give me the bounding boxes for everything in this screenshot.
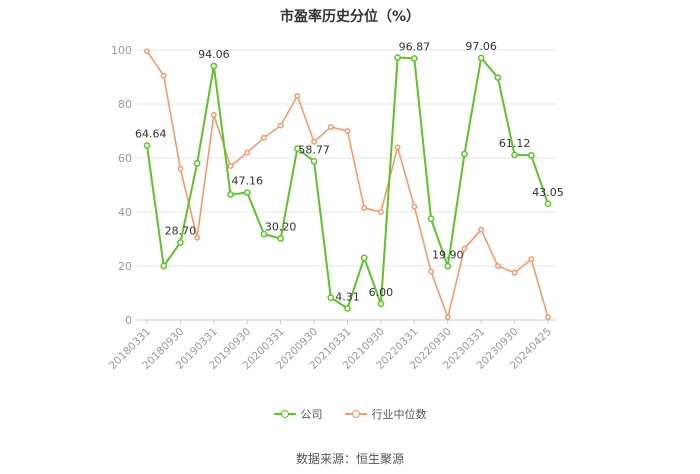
data-point-industry (261, 134, 267, 141)
y-tick-label: 80 (118, 98, 132, 111)
y-tick-label: 40 (118, 206, 132, 219)
axes: 0204060801002018033120180930201903312019… (107, 44, 556, 372)
y-tick-label: 60 (118, 152, 132, 165)
legend-item-company[interactable]: 公司 (273, 406, 323, 422)
data-label: 30.20 (265, 220, 297, 233)
data-point-company (477, 54, 485, 62)
data-point-industry (160, 72, 167, 79)
data-point-company (427, 215, 435, 223)
data-point-company (310, 157, 318, 165)
data-point-industry (545, 314, 551, 321)
y-tick-label: 100 (111, 44, 132, 57)
data-point-company (527, 151, 535, 159)
data-point-company (444, 262, 452, 270)
data-point-industry (144, 48, 150, 55)
data-point-company (327, 294, 335, 301)
data-label: 61.12 (499, 137, 531, 150)
legend: 公司 行业中位数 (0, 406, 700, 422)
series (143, 48, 552, 321)
data-point-company (410, 55, 418, 62)
data-point-industry (294, 92, 301, 99)
data-point-company (494, 74, 502, 81)
data-label: 4.31 (335, 290, 360, 303)
data-point-company (544, 200, 552, 208)
data-point-industry (361, 205, 368, 211)
data-point-industry (444, 314, 451, 321)
data-point-industry (528, 256, 535, 263)
data-point-industry (394, 144, 401, 151)
data-point-industry (511, 269, 518, 276)
data-point-company (210, 62, 218, 70)
data-point-industry (327, 124, 334, 130)
data-point-company (243, 189, 251, 197)
data-point-company (377, 300, 385, 308)
data-point-company (294, 145, 301, 152)
data-point-industry (344, 128, 351, 134)
chart-title: 市盈率历史分位（%） (279, 9, 421, 25)
data-labels: 64.64 28.70 94.06 47.16 30.20 58.77 4.31 6.00 96… (135, 40, 564, 303)
data-point-industry (461, 245, 468, 252)
data-point-industry (210, 111, 217, 118)
data-point-company (511, 151, 518, 159)
data-label: 96.87 (399, 40, 431, 53)
data-label: 97.06 (465, 40, 497, 53)
data-point-company (260, 230, 268, 238)
data-point-industry (494, 263, 501, 269)
data-point-company (193, 160, 201, 167)
data-point-industry (194, 234, 201, 241)
data-point-industry (277, 122, 284, 129)
data-point-industry (177, 165, 184, 172)
data-point-industry (244, 149, 251, 156)
legend-swatch-industry (344, 409, 367, 419)
grid-lines (137, 49, 556, 321)
data-label: 94.06 (198, 48, 230, 61)
legend-label-company: 公司 (300, 408, 323, 421)
legend-item-industry[interactable]: 行业中位数 (344, 406, 427, 422)
data-label: 6.00 (369, 286, 394, 299)
data-source: 数据来源：恒生聚源 (295, 452, 404, 466)
data-point-company (143, 142, 151, 149)
data-point-industry (411, 203, 418, 210)
data-point-company (177, 239, 184, 246)
data-point-industry (377, 209, 384, 215)
series-line-company (146, 56, 549, 310)
data-point-company (227, 191, 234, 198)
data-point-company (277, 235, 285, 242)
data-point-company (160, 262, 168, 270)
data-label: 58.77 (298, 143, 330, 156)
data-label: 19.90 (432, 248, 464, 261)
data-point-company (344, 305, 351, 312)
pe-percentile-chart: 0204060801002018033120180930201903312019… (107, 40, 564, 372)
data-label: 28.70 (165, 225, 197, 238)
data-label: 43.05 (532, 186, 564, 199)
data-point-company (394, 54, 401, 61)
legend-label-industry: 行业中位数 (371, 408, 427, 421)
data-point-industry (227, 163, 234, 170)
data-point-company (360, 254, 368, 262)
data-point-company (461, 150, 468, 158)
series-line-industry (146, 50, 549, 319)
data-point-industry (428, 268, 434, 275)
data-label: 64.64 (135, 127, 167, 140)
data-point-industry (478, 226, 485, 233)
y-tick-label: 20 (118, 260, 132, 273)
y-tick-label: 0 (125, 314, 132, 327)
data-point-industry (311, 138, 318, 145)
legend-swatch-company (273, 409, 296, 419)
data-label: 47.16 (232, 175, 264, 188)
